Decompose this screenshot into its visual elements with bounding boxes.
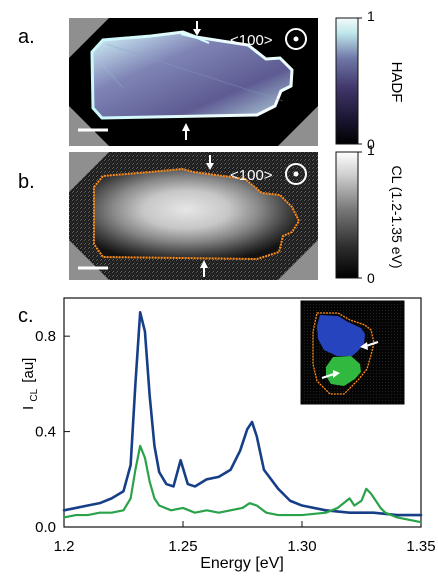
- cl-mask-bottom-right: [278, 240, 318, 280]
- spectrum-frame: [63, 297, 422, 528]
- cl-view-direction-icon: [285, 163, 307, 185]
- hadf-colorbar: [335, 17, 359, 145]
- spectrum-y-tick-label: 0.4: [35, 424, 56, 441]
- spectrum-inset-blue-region: [317, 315, 365, 356]
- spectrum-inset-right-arrow-line: [365, 341, 379, 347]
- hadf-surface-texture: [98, 60, 124, 89]
- hadf-mask-top-left: [69, 18, 109, 58]
- spectrum-inset-left-arrow-head: [333, 370, 340, 378]
- spectrum-x-tick-label: 1.35: [406, 538, 435, 555]
- hadf-top-highlight: [180, 33, 210, 44]
- spectrum-inset-left-arrow-line: [321, 373, 335, 379]
- spectrum-x-tick-label: 1.25: [168, 538, 197, 555]
- spectrum-x-tick-label: 1.30: [287, 538, 316, 555]
- cl-colorbar-max: 1: [367, 142, 375, 158]
- cl-mask-bottom-left: [69, 240, 109, 280]
- panel-a-label: a.: [18, 26, 35, 48]
- spectrum-series-layer: [62, 311, 423, 524]
- cl-colorbar: [335, 151, 359, 279]
- spectrum-inset-green-region: [326, 356, 361, 386]
- spectrum-y-ticks: 0.0 0.4 0.8: [35, 328, 70, 536]
- spectrum-x-tick-label: 1.2: [54, 538, 75, 555]
- spectrum-green-line: [62, 444, 423, 524]
- spectrum-x-ticks: 1.2 1.25 1.30 1.35: [54, 521, 436, 555]
- hadf-view-direction-dot-icon: [293, 36, 299, 42]
- spectrum-blue-line: [62, 311, 423, 517]
- hadf-diagonal-feature: [105, 43, 284, 102]
- cl-top-arrow-head: [206, 163, 214, 170]
- cl-orientation-label: <100>: [230, 167, 273, 184]
- hadf-mask-bottom-left: [69, 106, 109, 146]
- hadf-colorbar-title: HADF: [388, 62, 405, 103]
- cl-mask-top-left: [69, 152, 109, 192]
- cl-view-direction-dot-icon: [293, 171, 299, 177]
- hadf-view-direction-icon: [285, 28, 307, 50]
- cl-crystal-outline: [93, 167, 301, 261]
- spectrum-y-axis-label: I CL [au]: [20, 358, 41, 410]
- hadf-orientation-label: <100>: [230, 32, 273, 49]
- panel-c: c. I CL [au] Energy [eV] 1.2 1.25 1.30 1.35…: [18, 297, 436, 572]
- spectrum-y-axis-unit: [au]: [20, 358, 37, 383]
- hadf-colorbar-max: 1: [367, 8, 375, 24]
- cl-colorbar-title: CL (1.2-1.35 eV): [389, 166, 405, 269]
- cl-emission-region: [94, 169, 299, 259]
- spectrum-inset-outline: [312, 312, 375, 395]
- spectrum-x-axis-label: Energy [eV]: [200, 555, 284, 572]
- spectrum-inset: [300, 300, 405, 405]
- spectrum-y-tick-label: 0.0: [35, 519, 56, 536]
- panel-c-label: c.: [18, 305, 34, 327]
- panel-b: b. <100> 1 0 CL (1.2-1.35 eV): [18, 142, 405, 286]
- hadf-bottom-arrow-head: [182, 123, 190, 131]
- hadf-top-arrow-head: [193, 29, 201, 36]
- hadf-mask-bottom-right: [278, 106, 318, 146]
- spectrum-y-axis-main: I: [20, 406, 37, 410]
- panel-a: a. <100> 1 0 HADF: [18, 8, 405, 152]
- cl-bottom-arrow-head: [200, 260, 208, 268]
- hadf-colorbar-min: 0: [367, 136, 375, 152]
- panel-b-label: b.: [18, 171, 35, 193]
- spectrum-y-tick-label: 0.8: [35, 328, 56, 345]
- spectrum-inset-right-arrow-head: [360, 342, 368, 350]
- spectrum-y-axis-label-group: I CL [au]: [20, 358, 41, 410]
- cl-colorbar-min: 0: [367, 270, 375, 286]
- hadf-right-highlight: [247, 44, 294, 92]
- spectrum-y-axis-sub: CL: [29, 388, 40, 401]
